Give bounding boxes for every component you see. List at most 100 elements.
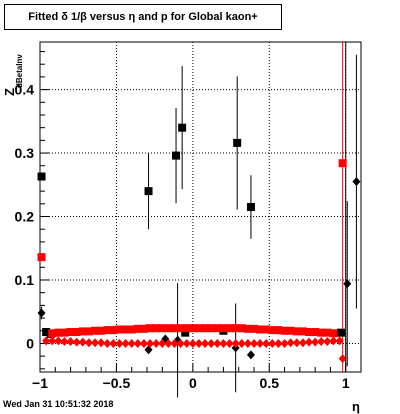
data-point-diamond xyxy=(317,337,326,347)
data-point-diamond xyxy=(146,338,155,348)
x-axis-label: η xyxy=(352,399,360,414)
data-point-square xyxy=(37,253,46,262)
data-point-diamond xyxy=(201,338,210,348)
x-tick-label-2: 0 xyxy=(189,375,197,391)
data-point-diamond xyxy=(78,337,87,347)
data-point-diamond xyxy=(103,338,112,348)
data-point-diamond xyxy=(207,338,216,348)
x-tick-label-4: 1 xyxy=(342,375,350,391)
data-point-diamond xyxy=(170,338,179,348)
data-point-diamond xyxy=(274,338,283,348)
data-point-square xyxy=(66,328,75,337)
data-point-square xyxy=(246,203,255,211)
data-point-diamond xyxy=(60,337,69,347)
data-point-square xyxy=(152,324,161,333)
data-point-square xyxy=(103,326,112,335)
data-point-square xyxy=(201,324,210,333)
data-point-square xyxy=(298,327,307,336)
data-point-diamond xyxy=(109,338,118,348)
data-point-diamond xyxy=(182,338,191,348)
x-tick-label-3: 0.5 xyxy=(260,375,280,391)
data-point-diamond xyxy=(176,338,185,348)
data-point-diamond xyxy=(66,337,75,347)
data-point-square xyxy=(329,329,338,338)
y-tick-label-4: 0.4 xyxy=(15,82,35,98)
data-point-square xyxy=(121,325,130,334)
data-point-diamond xyxy=(246,350,255,360)
data-point-diamond xyxy=(323,337,332,347)
data-point-diamond xyxy=(158,338,167,348)
y-axis-label: Z xyxy=(2,88,17,96)
data-point-square xyxy=(317,328,326,337)
data-point-diamond xyxy=(115,338,124,348)
data-point-square xyxy=(262,325,271,334)
data-point-square xyxy=(178,123,187,132)
data-point-diamond xyxy=(121,338,130,348)
data-point-square xyxy=(233,138,242,147)
data-point-square xyxy=(292,327,301,336)
data-point-square xyxy=(172,151,181,160)
data-point-diamond xyxy=(188,338,197,348)
data-point-diamond xyxy=(292,338,301,348)
data-point-square xyxy=(146,324,155,333)
data-point-diamond xyxy=(311,337,320,347)
data-point-diamond xyxy=(329,336,338,346)
data-point-square xyxy=(144,187,153,196)
data-point-square xyxy=(164,324,173,333)
data-point-square xyxy=(311,328,320,337)
data-point-square xyxy=(60,328,69,337)
axes xyxy=(39,41,362,373)
y-axis-label-subscript: dBetaInv xyxy=(15,54,24,88)
data-point-square xyxy=(91,326,100,335)
data-point-square xyxy=(188,324,197,333)
data-point-square xyxy=(305,328,314,337)
data-point-diamond xyxy=(219,338,228,348)
data-point-square xyxy=(84,327,93,336)
data-point-square xyxy=(48,329,57,338)
data-point-diamond xyxy=(139,338,148,348)
data-point-square xyxy=(268,326,277,335)
data-point-diamond xyxy=(256,338,265,348)
data-point-square xyxy=(54,328,63,337)
data-point-square xyxy=(280,326,289,335)
data-point-square xyxy=(286,326,295,335)
data-point-diamond xyxy=(42,336,51,346)
data-point-square xyxy=(207,324,216,333)
x-tick-label-0: −1 xyxy=(32,375,48,391)
data-point-diamond xyxy=(84,338,93,348)
data-point-square xyxy=(337,328,346,337)
data-point-diamond xyxy=(194,338,203,348)
data-point-square xyxy=(250,324,258,333)
y-tick-label-0: 0 xyxy=(26,335,34,351)
data-point-diamond xyxy=(225,338,234,348)
data-point-diamond xyxy=(54,336,63,346)
data-point-square xyxy=(170,324,179,333)
data-point-diamond xyxy=(298,338,307,348)
chart-title: Fitted δ 1/β versus η and p for Global k… xyxy=(4,4,282,30)
data-point-square xyxy=(338,159,347,168)
plot-frame xyxy=(39,41,362,373)
data-point-diamond xyxy=(262,338,271,348)
data-point-diamond xyxy=(97,338,106,348)
y-tick-label-1: 0.1 xyxy=(15,272,35,288)
data-point-diamond xyxy=(144,345,153,355)
data-point-diamond xyxy=(133,338,142,348)
data-point-square xyxy=(225,324,234,333)
data-points xyxy=(37,123,361,364)
x-tick-label-1: −0.5 xyxy=(103,375,131,391)
data-point-square xyxy=(37,172,46,181)
data-point-diamond xyxy=(91,338,100,348)
y-tick-label-2: 0.2 xyxy=(15,209,35,225)
data-point-square xyxy=(72,328,81,337)
data-point-square xyxy=(97,326,106,335)
data-point-diamond xyxy=(127,338,136,348)
data-point-diamond xyxy=(72,337,81,347)
data-point-square xyxy=(243,324,252,333)
data-point-diamond xyxy=(305,337,314,347)
data-point-square xyxy=(213,324,222,333)
data-point-square xyxy=(127,325,136,334)
data-point-square xyxy=(256,325,265,334)
data-point-diamond xyxy=(343,279,352,289)
data-point-square xyxy=(274,326,283,335)
